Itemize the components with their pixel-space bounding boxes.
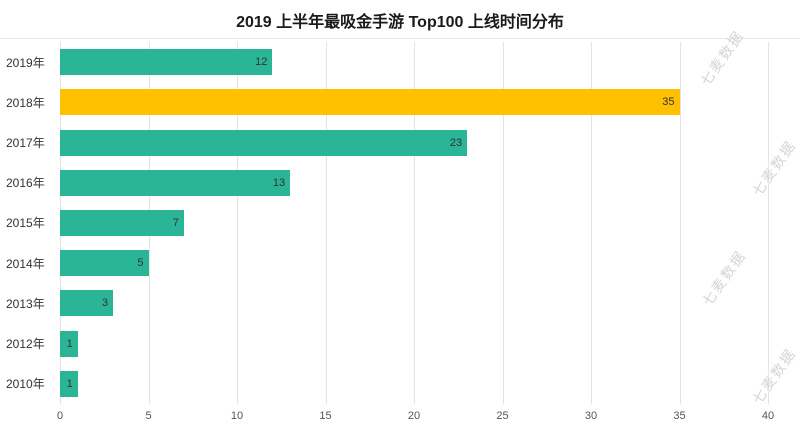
category-label: 2015年 xyxy=(6,216,45,231)
plot-area: 2019年 12 2018年 35 2017年 23 2016年 13 2015年 7 2014年 5… xyxy=(6,42,769,404)
bar: 7 xyxy=(60,209,184,236)
x-axis: 0 5 10 15 20 25 30 35 40 xyxy=(56,408,774,428)
bar-row: 2018年 35 xyxy=(6,82,768,122)
value-label: 35 xyxy=(662,96,675,109)
bar-row: 2016年 13 xyxy=(6,163,768,203)
gridline xyxy=(502,42,504,404)
category-label: 2018年 xyxy=(6,95,45,110)
value-label: 1 xyxy=(66,337,73,350)
x-tick-label: 35 xyxy=(673,410,686,422)
bar-track: 3 xyxy=(60,290,768,317)
value-label: 13 xyxy=(272,176,286,189)
gridline xyxy=(768,42,769,404)
category-label: 2019年 xyxy=(6,55,45,70)
bar-row: 2013年 3 xyxy=(6,283,768,323)
bar: 23 xyxy=(60,129,468,156)
value-label: 1 xyxy=(66,377,73,390)
gridline xyxy=(414,42,415,404)
category-label: 2013年 xyxy=(6,296,45,311)
bar-row: 2015年 7 xyxy=(6,203,768,243)
x-tick-label: 0 xyxy=(56,410,64,422)
bar-row: 2019年 12 xyxy=(6,42,768,82)
value-label: 12 xyxy=(255,56,268,69)
bar-track: 5 xyxy=(60,250,768,277)
x-tick-label: 10 xyxy=(230,410,244,422)
bar-track: 13 xyxy=(60,169,768,196)
chart-title: 2019 上半年最吸金手游 Top100 上线时间分布 xyxy=(236,14,564,31)
value-label: 5 xyxy=(137,257,144,270)
gridline xyxy=(591,42,592,404)
bar: 13 xyxy=(60,169,291,196)
category-label: 2016年 xyxy=(6,176,45,191)
gridline xyxy=(237,42,238,404)
bar-track: 23 xyxy=(60,129,768,156)
bar: 1 xyxy=(60,330,78,357)
value-label: 3 xyxy=(101,297,109,310)
bar-row: 2017年 23 xyxy=(6,122,768,162)
bar: 1 xyxy=(60,370,78,397)
x-tick-label: 20 xyxy=(407,410,421,422)
gridline xyxy=(679,42,681,404)
bars-layer: 2019年 12 2018年 35 2017年 23 2016年 13 2015年 7 2014年 5… xyxy=(6,42,768,404)
x-tick-label: 15 xyxy=(319,410,332,422)
category-label: 2010年 xyxy=(6,377,45,392)
x-tick-label: 30 xyxy=(584,410,598,422)
bar-track: 35 xyxy=(60,89,768,116)
bar-track: 7 xyxy=(60,209,768,236)
category-label: 2014年 xyxy=(6,256,45,271)
bar-track: 1 xyxy=(60,330,768,357)
gridline xyxy=(325,42,327,404)
value-label: 23 xyxy=(449,136,463,149)
x-tick-label: 40 xyxy=(761,410,775,422)
chart-top-divider xyxy=(0,38,800,39)
x-tick-label: 5 xyxy=(145,410,152,422)
bar-row: 2010年 1 xyxy=(6,364,768,404)
x-tick-label: 25 xyxy=(496,410,509,422)
value-label: 7 xyxy=(172,216,179,229)
bar: 3 xyxy=(60,290,114,317)
bar-track: 1 xyxy=(60,370,768,397)
category-label: 2012年 xyxy=(6,337,45,352)
bar-row: 2012年 1 xyxy=(6,324,768,364)
bar-row: 2014年 5 xyxy=(6,243,768,283)
bar-track: 12 xyxy=(60,49,768,76)
category-label: 2017年 xyxy=(6,136,45,151)
bar: 5 xyxy=(60,250,149,277)
bar: 12 xyxy=(60,49,273,76)
bar: 35 xyxy=(60,89,680,116)
